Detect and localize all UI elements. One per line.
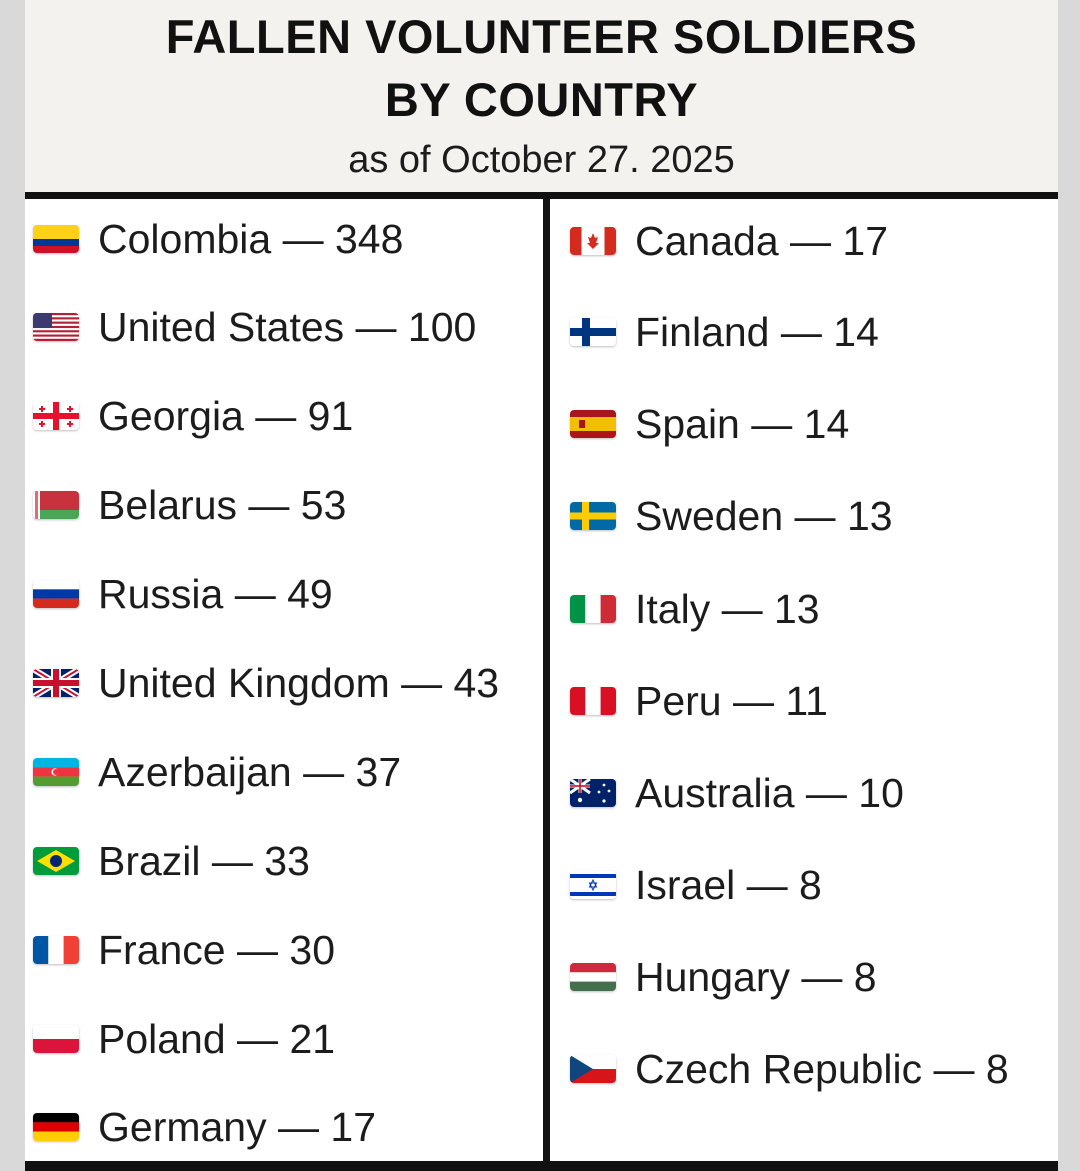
subtitle-date: as of October 27. 2025 [348,139,735,181]
belarus-flag-icon [33,491,79,519]
country-label: France — 30 [98,926,335,973]
united-states-flag-icon [33,313,79,341]
brazil-flag-icon [33,847,79,875]
country-label: Brazil — 33 [98,837,310,884]
title-line-2: BY COUNTRY [384,73,699,126]
list-item: Colombia — 348 [33,209,403,269]
list-item: Australia — 10 [570,763,904,823]
list-item: France — 30 [33,920,335,980]
country-label: Azerbaijan — 37 [98,748,402,795]
list-item: Azerbaijan — 37 [33,742,401,802]
country-label: Italy — 13 [635,585,820,632]
list-item: United Kingdom — 43 [33,653,499,713]
list-item: Belarus — 53 [33,475,346,535]
czech-republic-flag-icon [570,1055,616,1083]
list-item: Poland — 21 [33,1009,335,1069]
azerbaijan-flag-icon [33,758,79,786]
finland-flag-icon [570,318,616,346]
country-label: Colombia — 348 [98,215,404,262]
russia-flag-icon [33,580,79,608]
country-label: Hungary — 8 [635,953,877,1000]
list-item: Brazil — 33 [33,831,310,891]
canada-flag-icon [570,227,616,255]
italy-flag-icon [570,595,616,623]
column-divider [543,199,550,1161]
hungary-flag-icon [570,963,616,991]
title-line-1: FALLEN VOLUNTEER SOLDIERS [165,10,918,63]
list-item: Czech Republic — 8 [570,1039,1009,1099]
top-divider [25,192,1058,199]
list-item: Hungary — 8 [570,947,877,1007]
country-label: Sweden — 13 [635,492,893,539]
list-item: Spain — 14 [570,394,849,454]
country-label: United Kingdom — 43 [98,659,500,706]
israel-flag-icon [570,871,616,899]
list-item: Germany — 17 [33,1097,376,1157]
spain-flag-icon [570,410,616,438]
germany-flag-icon [33,1113,79,1141]
country-label: Australia — 10 [635,769,904,816]
list-item: Israel — 8 [570,855,822,915]
country-label: Georgia — 91 [98,392,354,439]
list-item: Georgia — 91 [33,386,353,446]
australia-flag-icon [570,779,616,807]
country-label: Germany — 17 [98,1103,376,1150]
country-label: Peru — 11 [635,677,828,724]
poland-flag-icon [33,1025,79,1053]
infographic-card: FALLEN VOLUNTEER SOLDIERS BY COUNTRY as … [25,0,1058,1171]
country-label: Spain — 14 [635,400,850,447]
list-item: Finland — 14 [570,302,879,362]
country-label: Finland — 14 [635,308,879,355]
list-item: United States — 100 [33,297,476,357]
colombia-flag-icon [33,225,79,253]
country-label: Israel — 8 [635,861,822,908]
list-item: Russia — 49 [33,564,333,624]
country-label: United States — 100 [98,303,477,350]
header: FALLEN VOLUNTEER SOLDIERS BY COUNTRY as … [25,0,1058,192]
peru-flag-icon [570,687,616,715]
sweden-flag-icon [570,502,616,530]
list-item: Sweden — 13 [570,486,893,546]
list-item: Canada — 17 [570,211,888,271]
list-item: Italy — 13 [570,579,820,639]
france-flag-icon [33,936,79,964]
list-item: Peru — 11 [570,671,828,731]
united-kingdom-flag-icon [33,669,79,697]
country-label: Russia — 49 [98,570,333,617]
bottom-divider [25,1161,1058,1171]
georgia-flag-icon [33,402,79,430]
country-label: Belarus — 53 [98,481,347,528]
country-label: Czech Republic — 8 [635,1045,1009,1092]
country-label: Poland — 21 [98,1015,336,1062]
country-label: Canada — 17 [635,217,889,264]
